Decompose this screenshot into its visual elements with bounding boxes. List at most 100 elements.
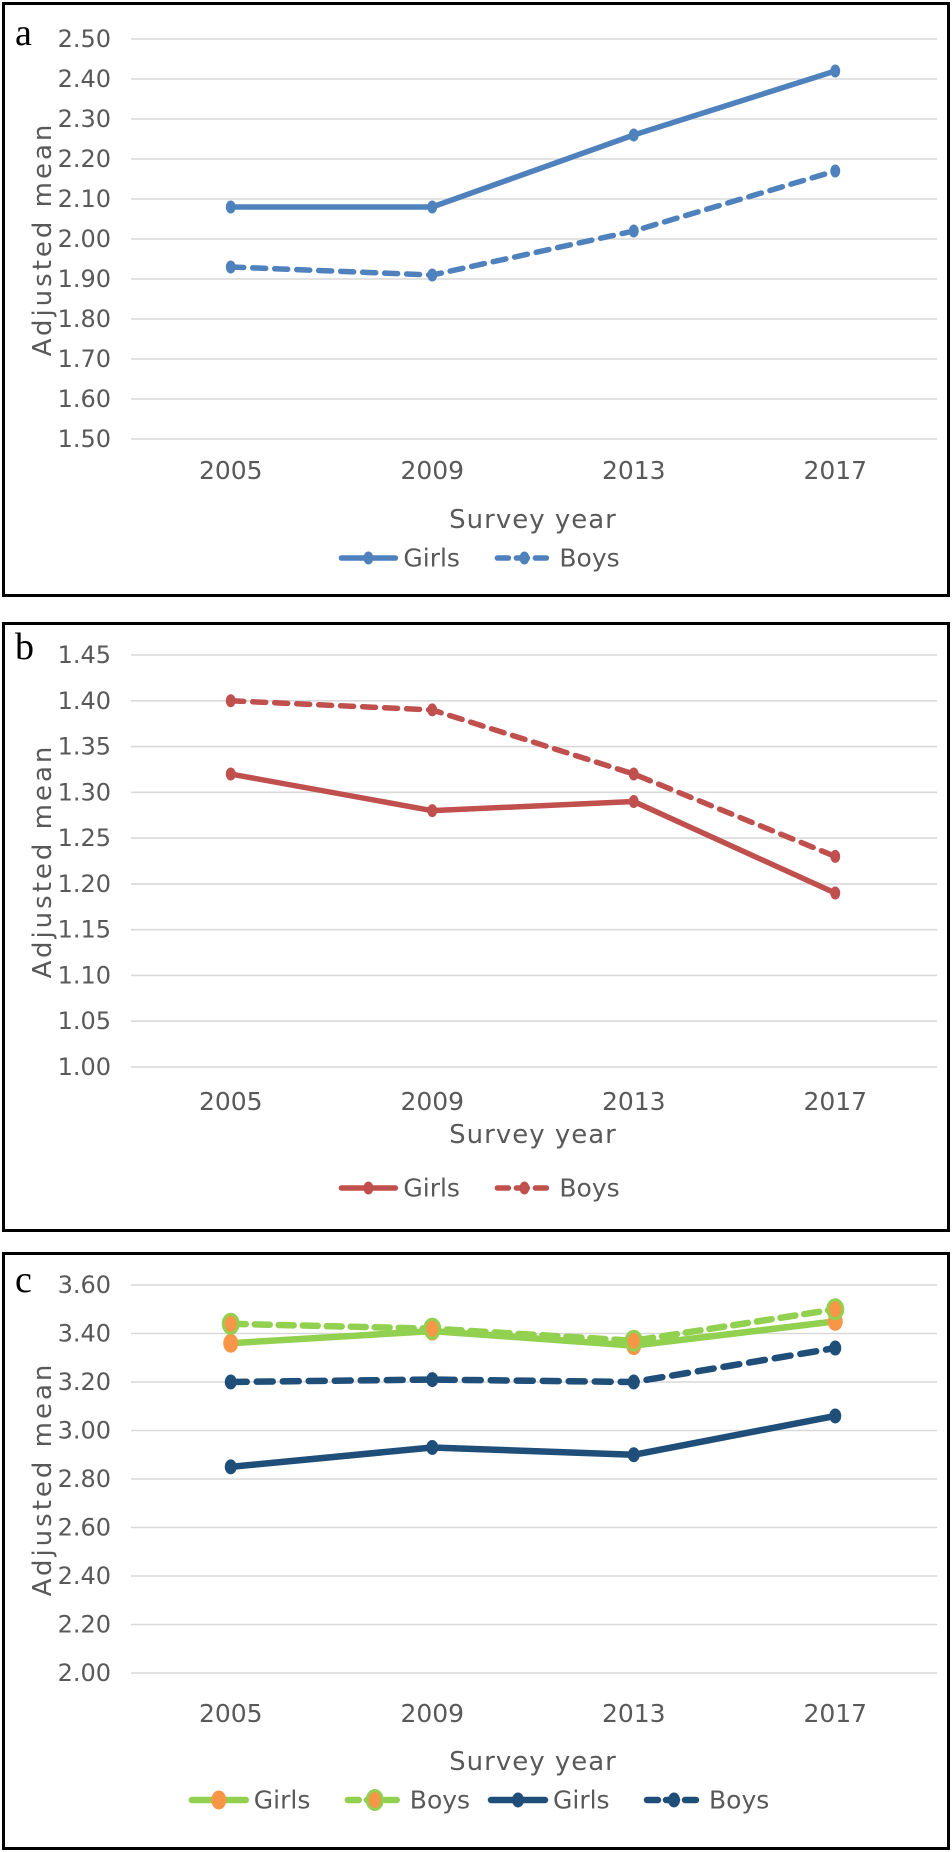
y-tick-label: 3.60 xyxy=(58,1271,111,1299)
series-line-b-0-girls xyxy=(228,771,838,896)
data-point-marker-b-1 xyxy=(427,703,438,717)
y-tick-label: 1.80 xyxy=(58,305,111,333)
x-tick-label: 2005 xyxy=(199,1699,263,1728)
y-axis-title: Adjusted mean xyxy=(28,744,58,979)
data-point-marker-c-3 xyxy=(829,1340,842,1356)
y-tick-label: 1.70 xyxy=(58,345,111,373)
legend-marker xyxy=(363,551,374,565)
y-tick-label: 3.20 xyxy=(58,1368,111,1396)
data-point-marker-c-2 xyxy=(829,1408,842,1424)
data-point-marker-a-0 xyxy=(427,200,438,214)
y-tick-label: 2.40 xyxy=(58,1562,111,1590)
legend-entry-c-0-girls: Girls xyxy=(188,1786,311,1815)
legend-marker xyxy=(519,551,530,565)
y-tick-label: 1.90 xyxy=(58,265,111,293)
y-tick-label: 1.05 xyxy=(58,1007,111,1035)
series-line-b-1-boys xyxy=(228,698,838,860)
chart-b-svg: b 1.00 1.05 1.10 1.15 1.20 1.25 1.30 1.35 1.40 1.4… xyxy=(15,626,937,1203)
data-point-marker-a-0 xyxy=(628,128,639,142)
x-tick-label: 2005 xyxy=(199,456,263,485)
chart-panel-a: a 1.50 1.60 1.70 1.80 1.90 2.00 2.10 2.20 2.30 2.4… xyxy=(2,2,950,597)
data-point-marker-b-0 xyxy=(830,886,841,900)
data-point-marker-c-1 xyxy=(423,1317,442,1340)
y-tick-label: 2.10 xyxy=(58,185,111,213)
x-tick-label: 2009 xyxy=(400,456,464,485)
data-point-marker-a-1 xyxy=(628,224,639,238)
data-point-marker-c-1 xyxy=(221,1312,240,1335)
y-tick-label: 2.40 xyxy=(58,65,111,93)
data-point-marker-b-0 xyxy=(427,804,438,818)
legend-entry-c-2-girls: Girls xyxy=(487,1786,610,1815)
legend-label: Boys xyxy=(709,1786,769,1815)
data-point-marker-c-2 xyxy=(627,1447,640,1463)
y-tick-label: 1.30 xyxy=(58,778,111,806)
data-point-marker-a-0 xyxy=(225,200,236,214)
y-tick-label: 1.10 xyxy=(58,961,111,989)
series-line-c-2-girls xyxy=(227,1412,839,1471)
y-tick-label: 2.00 xyxy=(58,225,111,253)
x-tick-label: 2005 xyxy=(199,1087,263,1116)
y-tick-label: 1.25 xyxy=(58,824,111,852)
data-point-marker-c-2 xyxy=(224,1459,237,1475)
y-tick-label: 2.20 xyxy=(58,1611,111,1639)
legend-label: Girls xyxy=(254,1786,311,1815)
y-tick-label: 3.40 xyxy=(58,1320,111,1348)
panel-letter-a: a xyxy=(15,12,32,54)
y-tick-label: 2.00 xyxy=(58,1659,111,1687)
x-tick-label: 2009 xyxy=(400,1087,464,1116)
series-line-c-3-boys xyxy=(227,1344,839,1386)
x-axis-title: Survey year xyxy=(449,1120,617,1150)
legend-marker xyxy=(512,1792,524,1808)
series-line-c-0-girls xyxy=(227,1318,839,1349)
series-line-a-0-girls xyxy=(228,68,838,210)
y-tick-label: 3.00 xyxy=(58,1417,111,1445)
legend-label: Boys xyxy=(410,1786,470,1815)
x-axis-title: Survey year xyxy=(449,505,617,535)
legend-marker xyxy=(668,1792,680,1808)
y-axis-title: Adjusted mean xyxy=(28,1362,58,1597)
x-tick-label: 2009 xyxy=(400,1699,464,1728)
data-point-marker-c-3 xyxy=(426,1372,439,1388)
y-tick-label: 1.00 xyxy=(58,1053,111,1081)
data-point-marker-a-1 xyxy=(225,260,236,274)
data-point-marker-c-0 xyxy=(223,1333,239,1353)
x-tick-label: 2013 xyxy=(602,1699,666,1728)
legend-label: Boys xyxy=(559,1174,619,1203)
legend-marker xyxy=(363,1181,374,1195)
y-axis-title: Adjusted mean xyxy=(28,122,58,357)
y-tick-label: 1.20 xyxy=(58,870,111,898)
data-point-marker-b-0 xyxy=(225,767,236,781)
y-tick-label: 2.80 xyxy=(58,1465,111,1493)
x-tick-label: 2013 xyxy=(602,456,666,485)
x-tick-label: 2017 xyxy=(803,1087,867,1116)
data-point-marker-a-0 xyxy=(830,64,841,78)
y-tick-label: 1.35 xyxy=(58,733,111,761)
y-tick-label: 1.40 xyxy=(58,687,111,715)
y-tick-label: 1.15 xyxy=(58,916,111,944)
chart-panel-b: b 1.00 1.05 1.10 1.15 1.20 1.25 1.30 1.35 1.40 1.4… xyxy=(2,622,950,1232)
data-point-marker-c-1 xyxy=(624,1329,643,1352)
legend-entry-a-0-girls: Girls xyxy=(338,544,460,573)
y-tick-label: 2.20 xyxy=(58,145,111,173)
data-point-marker-c-3 xyxy=(224,1374,237,1390)
legend-marker xyxy=(365,1789,384,1811)
y-tick-label: 2.60 xyxy=(58,1514,111,1542)
y-tick-label: 1.50 xyxy=(58,425,111,453)
data-point-marker-c-3 xyxy=(627,1374,640,1390)
chart-panel-c: c 2.00 2.20 2.40 2.60 2.80 3.00 3.20 3.40 3.60 Adj… xyxy=(2,1252,950,1850)
data-point-marker-b-1 xyxy=(830,849,841,863)
legend-label: Girls xyxy=(403,1174,460,1203)
panel-letter-c: c xyxy=(15,1259,32,1301)
y-tick-label: 1.60 xyxy=(58,385,111,413)
data-point-marker-b-0 xyxy=(628,794,639,808)
y-tick-label: 1.45 xyxy=(58,641,111,669)
legend-entry-b-1-boys: Boys xyxy=(494,1174,620,1203)
x-axis-title: Survey year xyxy=(449,1747,617,1777)
legend-entry-a-1-boys: Boys xyxy=(494,544,620,573)
legend-label: Girls xyxy=(403,544,460,573)
legend-label: Girls xyxy=(553,1786,610,1815)
legend-marker xyxy=(211,1790,227,1810)
y-tick-label: 2.50 xyxy=(58,25,111,53)
y-tick-label: 2.30 xyxy=(58,105,111,133)
